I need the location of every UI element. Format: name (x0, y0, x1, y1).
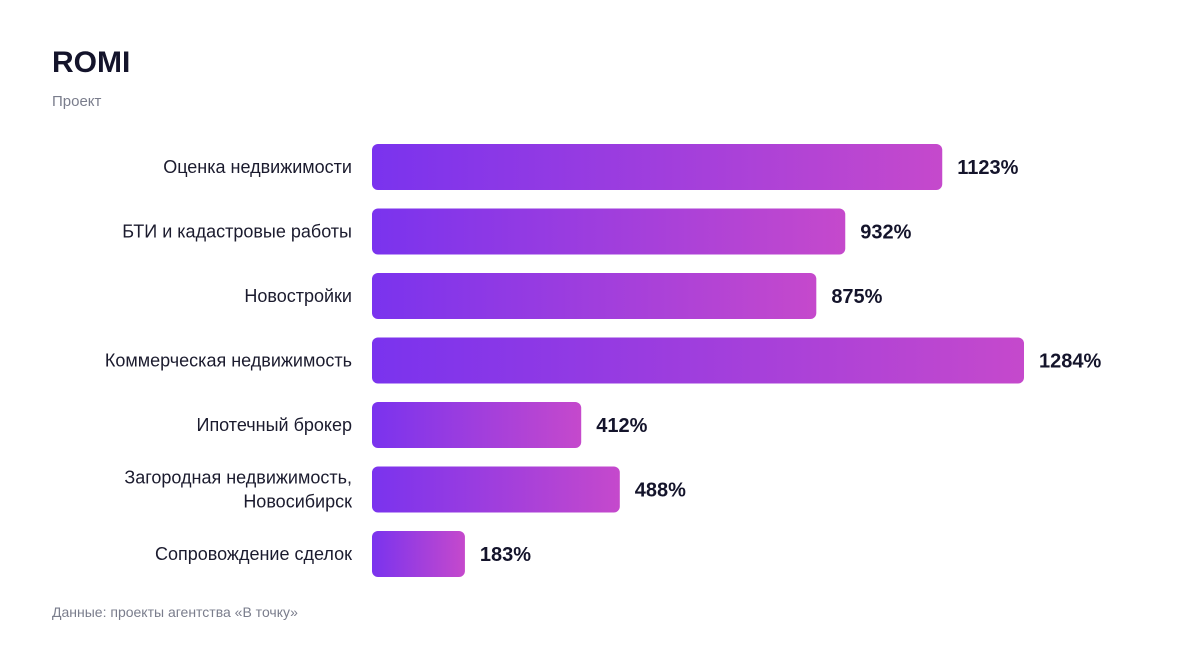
bars-layer: Оценка недвижимости 1123% БТИ и кадастровы… (105, 144, 1101, 577)
bar (372, 531, 465, 577)
data-source-note: Данные: проекты агентства «В точку» (52, 604, 298, 620)
category-label: Сопровождение сделок (155, 544, 352, 564)
value-label: 875% (831, 286, 882, 308)
bar (372, 466, 620, 513)
category-label: Ипотечный брокер (197, 415, 353, 435)
bar (372, 208, 846, 255)
chart-title: ROMI (52, 46, 131, 79)
category-label: Загородная недвижимость, Новосибирск (124, 468, 352, 512)
value-label: 932% (860, 222, 911, 244)
bar-group: Ипотечный брокер 412% (197, 402, 648, 448)
bar (372, 273, 817, 319)
category-label: Коммерческая недвижимость (105, 351, 352, 371)
category-label: Новостройки (244, 286, 352, 306)
bar-group: Загородная недвижимость, Новосибирск 488% (124, 466, 686, 513)
bar-group: Новостройки 875% (244, 273, 883, 319)
value-label: 412% (596, 415, 647, 437)
category-label: Оценка недвижимости (163, 157, 352, 177)
bar-group: БТИ и кадастровые работы 932% (122, 208, 912, 255)
value-label: 1284% (1039, 351, 1101, 373)
bar (372, 337, 1024, 384)
bar (372, 402, 582, 448)
bar-group: Оценка недвижимости 1123% (163, 144, 1019, 190)
value-label: 183% (480, 544, 531, 566)
bar-group: Сопровождение сделок 183% (155, 531, 531, 577)
value-label: 488% (635, 480, 686, 502)
bar (372, 144, 943, 190)
category-label: БТИ и кадастровые работы (122, 222, 352, 242)
chart-subtitle: Проект (52, 93, 102, 110)
bar-group: Коммерческая недвижимость 1284% (105, 337, 1101, 384)
value-label: 1123% (957, 157, 1018, 179)
